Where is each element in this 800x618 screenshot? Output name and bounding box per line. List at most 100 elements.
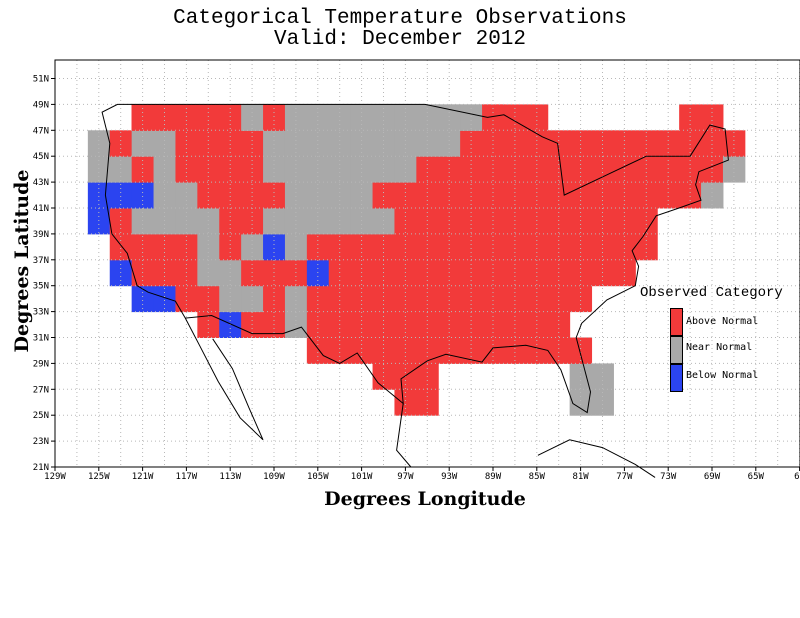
grid-cell [175, 104, 198, 131]
grid-cell [372, 233, 395, 261]
grid-cell [328, 156, 352, 183]
grid-cell [87, 156, 111, 183]
grid-cell [613, 182, 636, 209]
grid-cell [219, 285, 242, 313]
grid-cell [284, 285, 308, 313]
grid-cell [591, 208, 614, 235]
grid-cell [306, 233, 330, 261]
grid-cell [547, 208, 571, 235]
grid-cell [328, 182, 352, 209]
grid-cell [109, 208, 133, 235]
grid-cell [591, 130, 614, 157]
grid-cell [263, 208, 286, 235]
grid-cell [416, 104, 439, 131]
grid-cell [284, 208, 308, 235]
grid-cell [263, 130, 286, 157]
grid-cell [241, 182, 264, 209]
grid-cell [569, 285, 593, 313]
grid-cell [131, 104, 155, 131]
grid-cell [679, 156, 702, 183]
map-subtitle: Valid: December 2012 [273, 28, 527, 51]
grid-cell [701, 104, 724, 131]
grid-cell [591, 182, 614, 209]
x-tick-label: 77W [616, 472, 633, 482]
grid-cell [263, 285, 286, 313]
grid-cell [372, 156, 395, 183]
grid-cell [547, 130, 571, 157]
x-tick-label: 125W [88, 472, 110, 482]
grid-cell [482, 337, 505, 364]
grid-cell [547, 182, 571, 209]
grid-cell [372, 104, 395, 131]
grid-cell [525, 182, 549, 209]
grid-cell [460, 208, 483, 235]
grid-cell [503, 130, 527, 157]
grid-cell [284, 130, 308, 157]
grid-cell [197, 156, 220, 183]
grid-cell [109, 233, 133, 261]
grid-cell [722, 156, 746, 183]
grid-cell [438, 208, 461, 235]
grid-cell [591, 233, 614, 261]
grid-cell [438, 233, 461, 261]
y-tick-label: 39N [33, 230, 49, 240]
grid-cell [701, 182, 724, 209]
grid-cell [460, 156, 483, 183]
grid-cell [350, 130, 374, 157]
grid-cell [175, 156, 198, 183]
y-tick-label: 29N [33, 359, 49, 369]
grid-cell [175, 182, 198, 209]
grid-cell [306, 130, 330, 157]
grid-cell [153, 104, 176, 131]
grid-cell [547, 337, 571, 364]
grid-cell [394, 233, 417, 261]
grid-cell [722, 130, 746, 157]
grid-cell [263, 156, 286, 183]
x-tick-label: 101W [351, 472, 373, 482]
grid-cell [87, 182, 111, 209]
plot-frame [54, 59, 800, 468]
grid-cell [328, 130, 352, 157]
grid-cell [547, 156, 571, 183]
grid-cell [569, 389, 593, 416]
grid-cell [306, 156, 330, 183]
grid-cell [569, 208, 593, 235]
grid-cell [328, 208, 352, 235]
grid-cell [372, 285, 395, 313]
grid-cell [175, 208, 198, 235]
grid-cell [109, 130, 133, 157]
y-tick-label: 25N [33, 411, 49, 421]
grid-cell [131, 182, 155, 209]
grid-cell [263, 233, 286, 261]
grid-cell [635, 233, 658, 261]
grid-cell [569, 156, 593, 183]
grid-cell [438, 130, 461, 157]
grid-cell [613, 233, 636, 261]
grid-cell [241, 233, 264, 261]
x-tick-label: 105W [307, 472, 329, 482]
coastline-outline [101, 103, 729, 478]
y-tick-label: 21N [33, 463, 49, 473]
grid-cell [525, 337, 549, 364]
grid-cell [394, 182, 417, 209]
grid-cell [569, 130, 593, 157]
grid-cell [701, 156, 724, 183]
y-tick-label: 49N [33, 100, 49, 110]
grid-cell [328, 337, 352, 364]
grid-cell [306, 337, 330, 364]
grid-cell [613, 208, 636, 235]
grid-cell [569, 182, 593, 209]
grid-cell [547, 233, 571, 261]
grid-cell [503, 337, 527, 364]
grid-cell [306, 182, 330, 209]
grid-cell [460, 285, 483, 313]
grid-cell [503, 182, 527, 209]
grid-cell [350, 104, 374, 131]
x-tick-label: 93W [441, 472, 458, 482]
grid-cell [263, 104, 286, 131]
grid-cell [613, 156, 636, 183]
grid-cell [350, 337, 374, 364]
grid-cell [350, 182, 374, 209]
grid-cell [284, 182, 308, 209]
